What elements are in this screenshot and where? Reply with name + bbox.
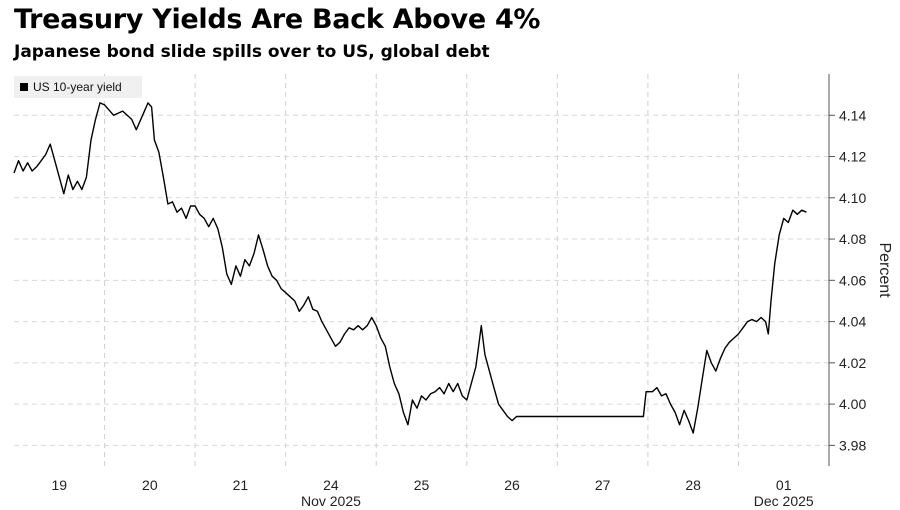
legend: US 10-year yield [14, 76, 142, 98]
x-month-label: Dec 2025 [754, 493, 814, 509]
y-tick-label: 3.98 [839, 437, 866, 453]
y-tick-label: 4.12 [839, 149, 866, 165]
legend-box [14, 76, 142, 98]
grid [14, 74, 829, 466]
x-tick-label: 26 [504, 477, 520, 493]
legend-label: US 10-year yield [33, 80, 122, 94]
x-tick-label: 28 [685, 477, 701, 493]
y-tick-label: 4.06 [839, 272, 866, 288]
series-line-us-10-year-yield [13, 102, 807, 434]
x-month-label: Nov 2025 [301, 493, 361, 509]
plot-area [14, 74, 829, 466]
x-tick-label: 25 [414, 477, 430, 493]
y-tick-label: 4.04 [839, 314, 866, 330]
y-tick-label: 4.08 [839, 231, 866, 247]
y-tick-label: 4.14 [839, 107, 866, 123]
legend-swatch [20, 83, 28, 91]
y-tick-label: 4.10 [839, 190, 866, 206]
x-tick-label: 20 [142, 477, 158, 493]
x-tick-label: 27 [595, 477, 611, 493]
chart-subtitle: Japanese bond slide spills over to US, g… [14, 42, 490, 62]
y-tick-label: 4.02 [839, 355, 866, 371]
x-tick-label: 24 [323, 477, 339, 493]
chart-title: Treasury Yields Are Back Above 4% [14, 4, 541, 35]
axes: 3.98 4.00 4.02 4.04 4.06 4.08 4.10 4.12 4.14 19 20… [51, 74, 866, 509]
y-axis-label: Percent [876, 242, 893, 298]
x-tick-label: 01 [776, 477, 792, 493]
x-tick-label: 21 [233, 477, 249, 493]
x-tick-label: 19 [51, 477, 67, 493]
y-tick-label: 4.00 [839, 396, 866, 412]
